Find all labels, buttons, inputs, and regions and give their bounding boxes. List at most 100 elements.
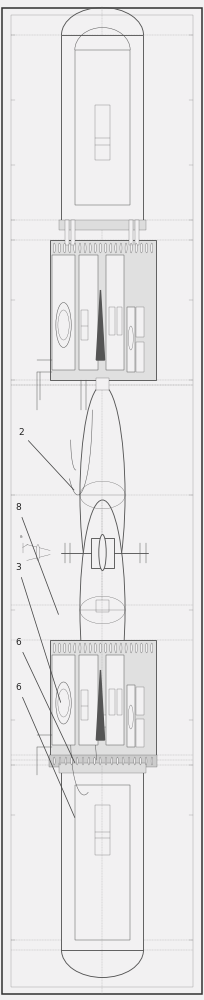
Circle shape — [98, 534, 106, 570]
Circle shape — [150, 757, 152, 765]
Bar — [79, 655, 98, 745]
Circle shape — [145, 757, 146, 765]
Bar — [50, 640, 155, 755]
Circle shape — [114, 243, 116, 253]
Bar — [108, 689, 114, 715]
Circle shape — [89, 243, 91, 253]
Circle shape — [80, 500, 124, 720]
Circle shape — [150, 243, 152, 253]
Bar — [105, 255, 123, 370]
Bar — [135, 220, 139, 245]
Bar — [129, 220, 133, 245]
Ellipse shape — [58, 689, 69, 717]
Bar — [74, 785, 130, 940]
Bar — [11, 15, 192, 987]
Circle shape — [84, 243, 86, 253]
Circle shape — [116, 757, 118, 765]
Text: 6: 6 — [15, 683, 74, 817]
Circle shape — [109, 243, 111, 253]
Bar — [116, 307, 121, 335]
Text: 2: 2 — [18, 428, 74, 490]
Circle shape — [104, 243, 106, 253]
Polygon shape — [96, 290, 104, 360]
Circle shape — [63, 243, 65, 253]
Circle shape — [73, 243, 75, 253]
Bar — [135, 719, 143, 747]
Bar — [79, 255, 98, 370]
Circle shape — [130, 643, 132, 653]
Circle shape — [70, 757, 72, 765]
Circle shape — [99, 757, 101, 765]
Circle shape — [53, 643, 55, 653]
Circle shape — [65, 757, 66, 765]
Circle shape — [93, 757, 95, 765]
Circle shape — [68, 243, 70, 253]
Bar — [59, 220, 145, 230]
Bar — [49, 755, 156, 767]
Circle shape — [88, 757, 89, 765]
Circle shape — [79, 243, 81, 253]
Bar — [126, 307, 134, 372]
Bar — [52, 255, 74, 370]
Circle shape — [94, 643, 96, 653]
Circle shape — [139, 757, 141, 765]
Text: 8: 8 — [15, 503, 58, 614]
Bar — [135, 307, 143, 337]
Bar — [81, 690, 88, 720]
Circle shape — [99, 243, 101, 253]
Circle shape — [36, 544, 39, 560]
Circle shape — [94, 243, 96, 253]
Bar — [59, 763, 145, 773]
Bar — [105, 655, 123, 745]
Circle shape — [140, 243, 142, 253]
Circle shape — [109, 643, 111, 653]
Circle shape — [110, 757, 112, 765]
Circle shape — [105, 757, 106, 765]
Text: δ: δ — [19, 536, 22, 540]
Circle shape — [128, 705, 133, 729]
Bar — [96, 715, 108, 727]
Circle shape — [128, 326, 133, 350]
Bar — [96, 600, 108, 612]
Bar — [70, 220, 74, 245]
Bar — [95, 105, 109, 160]
Circle shape — [133, 757, 135, 765]
Bar — [81, 310, 88, 340]
Ellipse shape — [55, 682, 71, 724]
Circle shape — [53, 243, 55, 253]
Circle shape — [124, 643, 126, 653]
Circle shape — [135, 243, 137, 253]
Circle shape — [140, 643, 142, 653]
Bar — [126, 685, 134, 747]
Circle shape — [99, 643, 101, 653]
Circle shape — [58, 243, 60, 253]
Circle shape — [145, 643, 147, 653]
Circle shape — [122, 757, 123, 765]
Circle shape — [79, 643, 81, 653]
Circle shape — [104, 643, 106, 653]
Circle shape — [150, 643, 152, 653]
Circle shape — [119, 243, 121, 253]
Bar — [50, 240, 155, 380]
Circle shape — [58, 643, 60, 653]
Bar — [95, 805, 109, 855]
Bar — [116, 689, 121, 715]
Circle shape — [89, 643, 91, 653]
Bar — [61, 35, 143, 220]
Bar — [64, 220, 68, 245]
Bar — [74, 50, 130, 205]
Circle shape — [124, 243, 126, 253]
Bar — [61, 765, 143, 950]
Circle shape — [130, 243, 132, 253]
Circle shape — [76, 757, 78, 765]
Text: 6: 6 — [15, 638, 74, 762]
Circle shape — [84, 643, 86, 653]
Polygon shape — [96, 670, 104, 740]
Bar — [52, 655, 74, 745]
Circle shape — [80, 385, 124, 605]
Circle shape — [59, 757, 61, 765]
Circle shape — [68, 643, 70, 653]
Bar — [108, 307, 114, 335]
Bar — [96, 378, 108, 390]
Circle shape — [128, 757, 129, 765]
